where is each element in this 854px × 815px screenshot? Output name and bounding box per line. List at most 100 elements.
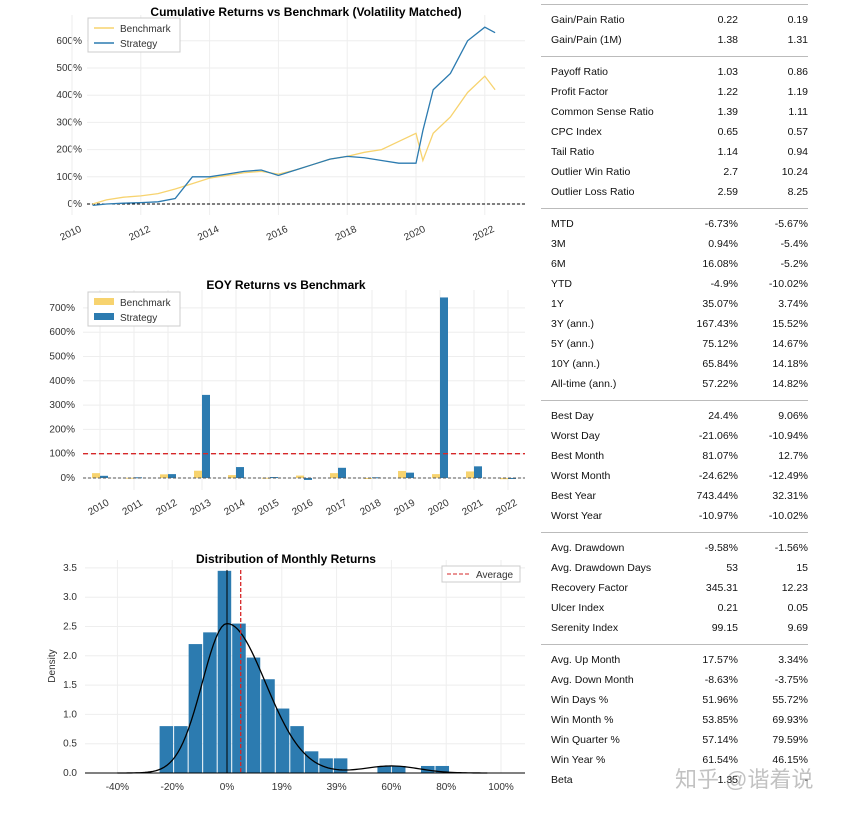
metric-label: Gain/Pain (1M) (551, 34, 622, 46)
benchmark-value: 1.31 (787, 34, 808, 46)
metrics-group: Gain/Pain Ratio 0.22 0.19 Gain/Pain (1M) 1.3… (541, 4, 808, 56)
x-tick-label: 100% (488, 782, 514, 793)
metric-row: Worst Day -21.06% -10.94% (541, 426, 808, 446)
histogram-bar (319, 758, 333, 773)
metric-label: Profit Factor (551, 86, 609, 98)
benchmark-value: 46.15% (772, 754, 808, 766)
benchmark-value: 0.05 (787, 602, 808, 614)
histogram-bar (174, 726, 188, 773)
benchmark-value: 32.31% (772, 490, 808, 502)
benchmark-value: -12.49% (768, 470, 808, 482)
metric-label: 3Y (ann.) (551, 318, 594, 330)
x-tick-label: 2022 (494, 497, 519, 518)
x-tick-label: 2019 (392, 497, 417, 518)
metric-row: 3Y (ann.) 167.43% 15.52% (541, 314, 808, 334)
metric-label: YTD (551, 278, 572, 290)
metrics-group: Avg. Up Month 17.57% 3.34% Avg. Down Month -… (541, 644, 808, 796)
metric-label: CPC Index (551, 126, 602, 138)
benchmark-value: 8.25 (787, 186, 808, 198)
metric-row: Outlier Loss Ratio 2.59 8.25 (541, 182, 808, 202)
metric-row: Avg. Drawdown -9.58% -1.56% (541, 538, 808, 558)
strategy-value: 75.12% (702, 338, 738, 350)
y-tick-label: 600% (49, 327, 75, 338)
metric-label: Avg. Up Month (551, 654, 621, 666)
histogram-bar (261, 679, 275, 773)
metric-label: Win Days % (551, 694, 609, 706)
x-tick-label: 2011 (121, 497, 146, 517)
metric-label: Payoff Ratio (551, 66, 609, 78)
charts-panel: 0% 100% 200% 300% 400% 500% 600% 2010 2012 2014 20… (47, 5, 525, 793)
metric-label: Best Year (551, 490, 596, 502)
y-tick-label: 600% (56, 36, 82, 47)
metric-label: Serenity Index (551, 622, 619, 634)
metric-label: Worst Day (551, 430, 600, 442)
metric-row: 6M 16.08% -5.2% (541, 254, 808, 274)
strategy-value: 24.4% (708, 410, 738, 422)
metric-row: Recovery Factor 345.31 12.23 (541, 578, 808, 598)
histogram-bar (275, 708, 290, 773)
strategy-value: 345.31 (705, 582, 738, 594)
metric-row: Avg. Up Month 17.57% 3.34% (541, 650, 808, 670)
legend (87, 291, 181, 327)
legend-label: Average (476, 570, 514, 581)
metric-row: Common Sense Ratio 1.39 1.11 (541, 102, 808, 122)
x-tick-label: 2012 (154, 497, 179, 518)
strategy-value: 57.14% (702, 734, 738, 746)
benchmark-value: 1.11 (788, 106, 808, 118)
metric-label: Win Month % (551, 714, 614, 726)
y-tick-label: 1.5 (63, 680, 77, 691)
y-tick-label: 700% (49, 303, 75, 314)
benchmark-value: 12.23 (781, 582, 808, 594)
metrics-group: Payoff Ratio 1.03 0.86 Profit Factor 1.22 1.1… (541, 56, 808, 208)
strategy-value: 35.07% (702, 298, 738, 310)
metric-label: 6M (551, 258, 566, 270)
chart-title: Cumulative Returns vs Benchmark (Volatil… (150, 5, 461, 19)
bar-strategy-2010 (100, 475, 108, 478)
metric-label: Avg. Drawdown (551, 542, 625, 554)
x-tick-label: 2014 (222, 497, 247, 518)
histogram-bar (290, 726, 304, 773)
metric-row: YTD -4.9% -10.02% (541, 274, 808, 294)
strategy-value: 53 (726, 562, 738, 574)
metric-row: Worst Month -24.62% -12.49% (541, 466, 808, 486)
strategy-value: -4.9% (710, 278, 738, 290)
y-tick-label: 0.0 (63, 768, 77, 779)
x-tick-label: 2016 (265, 224, 290, 244)
strategy-value: 0.65 (717, 126, 738, 138)
x-tick-label: 2022 (471, 224, 496, 244)
y-tick-label: 400% (49, 376, 75, 387)
bar-strategy-2012 (168, 474, 176, 478)
x-tick-label: 2017 (324, 497, 349, 518)
x-tick-label: 2020 (403, 224, 428, 244)
metric-row: MTD -6.73% -5.67% (541, 214, 808, 234)
metric-row: 5Y (ann.) 75.12% 14.67% (541, 334, 808, 354)
y-tick-label: 2.0 (63, 651, 77, 662)
y-tick-label: 3.0 (63, 592, 77, 603)
benchmark-value: -3.75% (774, 674, 808, 686)
metric-row: Win Month % 53.85% 69.93% (541, 710, 808, 730)
x-tick-label: 2021 (460, 497, 485, 518)
metric-label: Gain/Pain Ratio (551, 14, 625, 26)
y-tick-label: 0% (68, 199, 83, 210)
x-tick-label: 2010 (59, 224, 84, 244)
bar-strategy-2013 (202, 394, 210, 478)
strategy-value: -10.97% (698, 510, 738, 522)
metric-row: 10Y (ann.) 65.84% 14.18% (541, 354, 808, 374)
x-tick-label: 60% (381, 782, 401, 793)
y-tick-label: 400% (56, 90, 82, 101)
benchmark-value: 9.06% (778, 410, 808, 422)
x-tick-label: 2015 (256, 497, 281, 518)
histogram-bar (435, 765, 450, 773)
metric-row: Best Day 24.4% 9.06% (541, 406, 808, 426)
x-tick-label: 2013 (188, 497, 213, 518)
strategy-value: -21.06% (698, 430, 738, 442)
metric-row: Worst Year -10.97% -10.02% (541, 506, 808, 526)
metric-row: Gain/Pain Ratio 0.22 0.19 (541, 10, 808, 30)
x-tick-label: 2020 (426, 497, 451, 518)
benchmark-value: 3.74% (778, 298, 808, 310)
metric-label: Ulcer Index (551, 602, 605, 614)
bar-strategy-2021 (474, 466, 482, 478)
metric-label: Avg. Drawdown Days (551, 562, 652, 574)
y-axis-label: Density (47, 649, 58, 682)
series-line-strategy (92, 26, 496, 207)
